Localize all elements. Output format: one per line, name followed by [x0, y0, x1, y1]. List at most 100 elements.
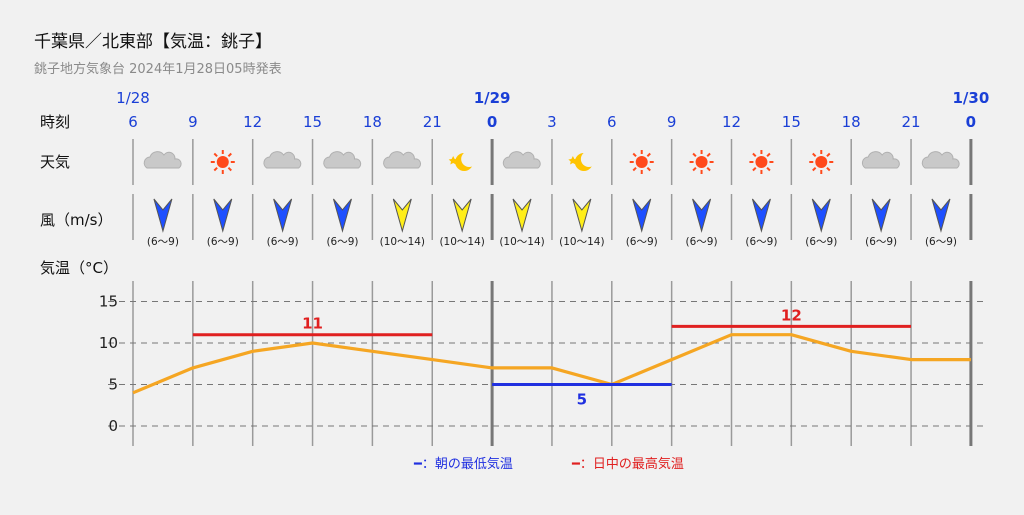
wind-speed-label: (6〜9) [207, 236, 239, 248]
time-tick-label: 15 [303, 113, 322, 131]
wind-arrow-shape [931, 198, 951, 233]
moon-icon [448, 151, 478, 171]
wind-arrow-shape [213, 198, 233, 233]
cloud-shape [323, 151, 362, 169]
wind-arrow-shape [871, 198, 891, 233]
legend: ━：朝の最低気温 ━：日中の最高気温 [413, 456, 684, 472]
sun-ray [646, 166, 651, 172]
wind-speed-label: (6〜9) [686, 236, 718, 248]
wind-arrow-icon [751, 198, 771, 233]
wind-speed-label: (6〜9) [865, 236, 897, 248]
wind-speed-label: (6〜9) [745, 236, 777, 248]
wind-arrow-shape [392, 198, 412, 233]
sun-ray [227, 166, 232, 172]
sun-ray [752, 152, 757, 158]
wind-arrow-shape [512, 198, 532, 233]
page-title: 千葉県／北東部【気温：銚子】 [34, 32, 272, 52]
sun-ray [826, 152, 831, 158]
wind-arrow-icon [931, 198, 951, 233]
sun-ray [692, 166, 697, 172]
sun-ray [227, 152, 232, 158]
wind-arrow-icon [692, 198, 712, 233]
time-tick-label: 21 [902, 113, 921, 131]
sun-ray [632, 152, 637, 158]
cloud-shape [383, 151, 422, 169]
time-tick-label: 12 [722, 113, 741, 131]
issuer-subtitle: 銚子地方気象台 2024年1月28日05時発表 [34, 61, 282, 77]
wind-speed-label: (6〜9) [147, 236, 179, 248]
sun-ray [766, 166, 771, 172]
wind-arrow-icon [452, 198, 472, 233]
cloud-icon [383, 151, 422, 169]
temperature-plot: 11 12 5 [132, 306, 972, 409]
moon-star [448, 156, 458, 165]
sun-ray [752, 166, 757, 172]
time-tick-label: 6 [607, 113, 617, 131]
cloud-icon [323, 151, 362, 169]
time-tick-label: 9 [188, 113, 198, 131]
sun-ray [812, 166, 817, 172]
sun-disc [216, 156, 229, 168]
moon-icon [568, 151, 597, 171]
wind-arrow-shape [452, 198, 472, 233]
time-tick-label: 18 [842, 113, 861, 131]
wind-arrow-icon [153, 198, 173, 233]
date-label: 1/28 [116, 89, 150, 107]
sun-ray [692, 152, 697, 158]
cloud-shape [502, 151, 541, 169]
wind-speed-label: (6〜9) [326, 236, 358, 248]
cloud-shape [263, 151, 302, 169]
sun-ray [632, 166, 637, 172]
wind-speed-label: (6〜9) [805, 236, 837, 248]
date-label: 1/30 [953, 89, 990, 107]
legend-max: ━：日中の最高気温 [571, 456, 684, 472]
sun-disc [815, 156, 828, 168]
time-tick-label: 3 [547, 113, 557, 131]
y-tick-label: 15 [99, 293, 118, 311]
moon-shadow [461, 151, 478, 167]
cloud-shape [143, 151, 182, 169]
sun-icon [809, 150, 834, 174]
time-tick-label: 15 [782, 113, 801, 131]
cloud-icon [502, 151, 541, 169]
wind-arrow-icon [512, 198, 532, 233]
time-tick-label: 21 [423, 113, 442, 131]
wind-speed-label: (10〜14) [380, 236, 425, 248]
y-tick-label: 10 [99, 334, 118, 352]
sun-ray [646, 152, 651, 158]
header-rows: 1/28 1/29 1/30 6 9 12 15 18 21 0 3 6 9 12 15 18 21 0 (6〜9)… [116, 89, 989, 248]
cloud-icon [921, 151, 960, 169]
wind-arrow-shape [273, 198, 293, 233]
y-tick-label: 5 [108, 376, 118, 394]
sun-icon [749, 150, 774, 174]
sun-ray [213, 152, 218, 158]
wind-speed-label: (6〜9) [626, 236, 658, 248]
wind-arrow-shape [153, 198, 173, 233]
cloud-icon [263, 151, 302, 169]
sun-ray [812, 152, 817, 158]
legend-min: ━：朝の最低気温 [413, 456, 513, 472]
sun-ray [706, 152, 711, 158]
wind-arrow-icon [213, 198, 233, 233]
wind-arrow-shape [811, 198, 831, 233]
wind-speed-label: (6〜9) [267, 236, 299, 248]
wind-arrow-shape [572, 198, 592, 233]
time-tick-label: 12 [243, 113, 262, 131]
sun-disc [635, 156, 648, 168]
wind-arrow-icon [811, 198, 831, 233]
wind-arrow-shape [332, 198, 352, 233]
cloud-icon [861, 151, 900, 169]
wind-speed-label: (6〜9) [925, 236, 957, 248]
wind-arrow-shape [692, 198, 712, 233]
cloud-shape [921, 151, 960, 169]
sun-ray [766, 152, 771, 158]
wind-arrow-icon [632, 198, 652, 233]
wind-arrow-icon [572, 198, 592, 233]
sun-disc [755, 156, 768, 168]
wind-arrow-icon [332, 198, 352, 233]
wind-row-label: 風（m/s） [40, 211, 112, 229]
y-tick-label: 0 [108, 417, 118, 435]
time-tick-label: 0 [966, 113, 976, 131]
grid: 0 5 10 15 [99, 139, 985, 446]
